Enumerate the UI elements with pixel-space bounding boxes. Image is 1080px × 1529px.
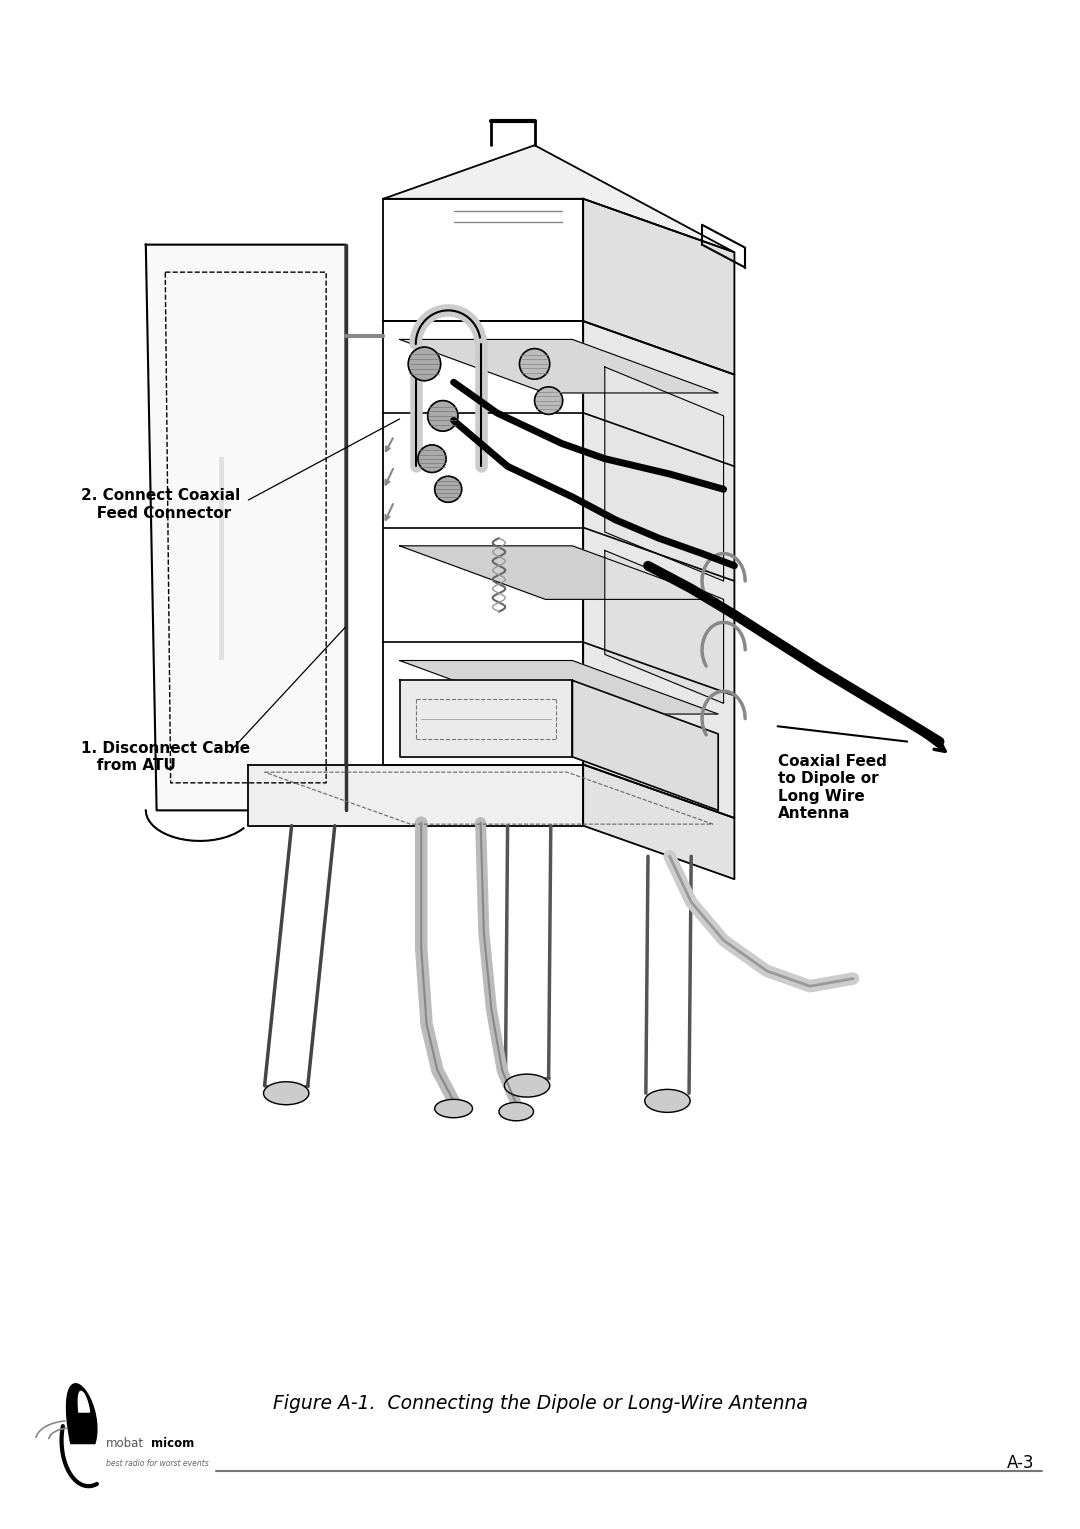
Polygon shape — [79, 1391, 90, 1413]
Polygon shape — [67, 1384, 97, 1443]
Polygon shape — [583, 321, 734, 818]
Polygon shape — [383, 199, 583, 321]
Text: 2. Connect Coaxial
   Feed Connector: 2. Connect Coaxial Feed Connector — [81, 488, 240, 521]
Polygon shape — [383, 145, 734, 252]
Text: Figure A-1.  Connecting the Dipole or Long-Wire Antenna: Figure A-1. Connecting the Dipole or Lon… — [272, 1394, 808, 1413]
Text: 1. Disconnect Cable
   from ATU: 1. Disconnect Cable from ATU — [81, 740, 251, 774]
Ellipse shape — [408, 347, 441, 381]
Polygon shape — [146, 245, 346, 810]
Polygon shape — [400, 661, 718, 714]
Ellipse shape — [428, 401, 458, 431]
Polygon shape — [605, 550, 724, 703]
Ellipse shape — [264, 1083, 309, 1104]
Polygon shape — [605, 367, 724, 581]
Polygon shape — [400, 546, 718, 599]
Polygon shape — [583, 199, 734, 375]
Ellipse shape — [499, 1102, 534, 1121]
Ellipse shape — [418, 445, 446, 472]
Ellipse shape — [519, 349, 550, 379]
Polygon shape — [572, 680, 718, 810]
Text: A-3: A-3 — [1008, 1454, 1035, 1472]
Text: mobat: mobat — [106, 1437, 144, 1449]
Ellipse shape — [645, 1089, 690, 1112]
Ellipse shape — [504, 1073, 550, 1098]
Ellipse shape — [434, 1099, 472, 1118]
Ellipse shape — [535, 387, 563, 414]
Ellipse shape — [434, 477, 462, 502]
Polygon shape — [400, 339, 718, 393]
Polygon shape — [400, 680, 572, 757]
Text: best radio for worst events: best radio for worst events — [106, 1459, 208, 1468]
Text: Coaxial Feed
to Dipole or
Long Wire
Antenna: Coaxial Feed to Dipole or Long Wire Ante… — [778, 754, 887, 821]
Polygon shape — [383, 321, 583, 764]
Polygon shape — [248, 764, 583, 826]
Polygon shape — [583, 764, 734, 879]
Text: micom: micom — [151, 1437, 194, 1449]
